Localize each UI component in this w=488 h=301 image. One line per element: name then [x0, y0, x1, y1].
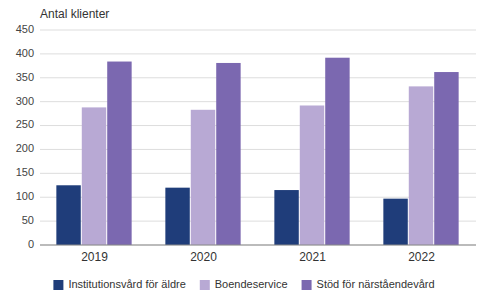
bar [216, 63, 240, 245]
y-tick-label: 150 [16, 166, 34, 178]
y-axis: 0 50 100 150 200 250 300 350 400 450 [16, 23, 476, 250]
bar [82, 107, 106, 245]
bar [107, 62, 131, 245]
y-tick-label: 250 [16, 118, 34, 130]
legend-item: Institutionsvård för äldre [53, 278, 185, 290]
bar [434, 72, 458, 245]
bar [383, 199, 407, 245]
legend-label: Boendeservice [215, 278, 288, 290]
y-tick-label: 400 [16, 47, 34, 59]
x-tick-label: 2019 [81, 250, 108, 264]
y-tick-label: 300 [16, 95, 34, 107]
grid-line [40, 77, 476, 78]
bar [409, 86, 433, 245]
y-tick-label: 450 [16, 23, 34, 35]
chart: Antal klienter 0 50 100 150 200 250 300 350 400 45… [0, 0, 488, 301]
grid-line [40, 245, 476, 246]
grid-line [40, 30, 476, 31]
series [107, 58, 458, 245]
x-axis-line [40, 245, 476, 246]
x-tick-label: 2022 [408, 250, 435, 264]
legend-label: Stöd för närståendevård [317, 278, 435, 290]
grid-line [40, 53, 476, 54]
legend-swatch [302, 280, 312, 290]
bar [300, 105, 324, 245]
legend-item: Boendeservice [200, 278, 288, 290]
series [82, 86, 433, 245]
y-axis-label: Antal klienter [40, 7, 109, 21]
bars [56, 58, 458, 245]
bar [191, 110, 215, 245]
x-axis: 2019 2020 2021 2022 [40, 245, 476, 264]
legend-label: Institutionsvård för äldre [68, 278, 185, 290]
y-tick-label: 200 [16, 142, 34, 154]
bar [325, 58, 349, 245]
bar [274, 190, 298, 245]
chart-container: Antal klienter 0 50 100 150 200 250 300 350 400 45… [0, 0, 488, 301]
x-tick-label: 2021 [299, 250, 326, 264]
x-tick-label: 2020 [190, 250, 217, 264]
legend-swatch [200, 280, 210, 290]
legend: Institutionsvård för äldre Boendeservice S… [53, 278, 434, 290]
y-tick-label: 100 [16, 190, 34, 202]
bar [165, 188, 189, 245]
bar [56, 185, 80, 245]
y-tick-label: 350 [16, 71, 34, 83]
y-tick-label: 50 [22, 214, 34, 226]
legend-swatch [53, 280, 63, 290]
legend-item: Stöd för närståendevård [302, 278, 435, 290]
y-tick-label: 0 [28, 238, 34, 250]
